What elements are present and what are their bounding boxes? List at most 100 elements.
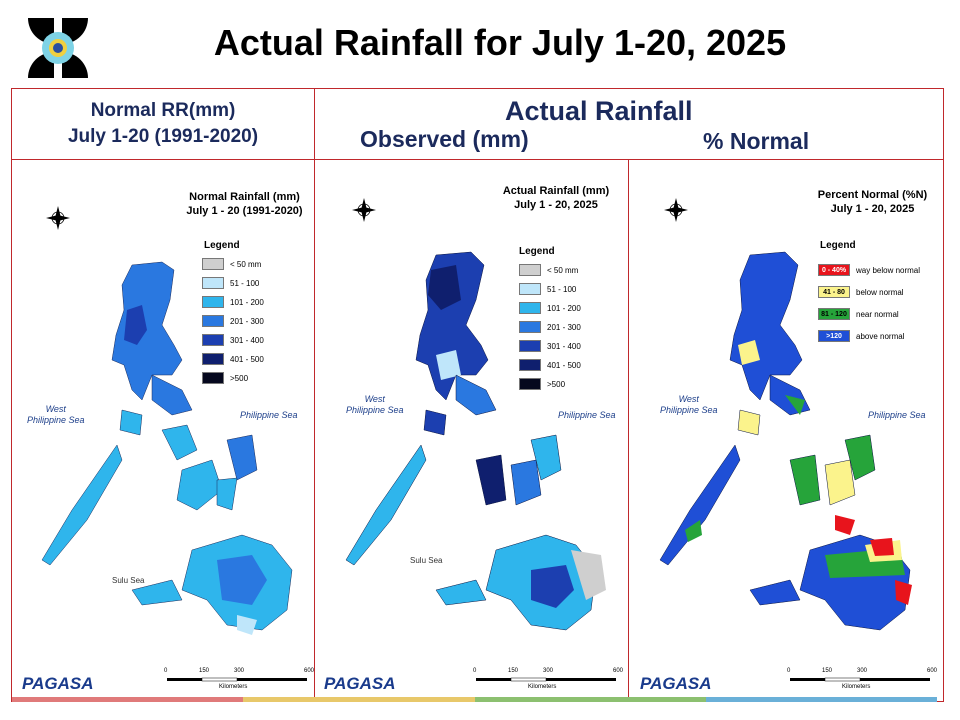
percent-map-title-line2: July 1 - 20, 2025 [830,203,915,215]
scale-unit-label: Kilometers [842,684,871,690]
legend-swatch [519,378,541,390]
scale-tick-label: 150 [199,668,210,674]
normal-header: Normal RR(mm) July 1-20 (1991-2020) [11,88,315,160]
legend-label: 301 - 400 [230,335,264,345]
scale-tick-label: 300 [857,668,868,674]
legend-entry: 201 - 300 [519,321,581,333]
normal-rainfall-map-panel: Normal Rainfall (mm) July 1 - 20 (1991-2… [12,160,314,700]
legend-entry: 301 - 400 [519,340,581,352]
percent-header: % Normal [703,128,810,154]
compass-icon [352,198,376,222]
legend-label: near normal [856,309,899,319]
legend-label: below normal [856,287,904,297]
sulu-sea-label: Sulu Sea [112,576,145,585]
scale-unit-label: Kilometers [528,684,557,690]
legend-entry: 51 - 100 [202,277,259,289]
west-philippine-sea-label: West Philippine Sea [27,404,85,425]
philippine-sea-label: Philippine Sea [240,410,298,420]
normal-rainfall-map [41,206,307,682]
actual-map-title: Actual Rainfall (mm) July 1 - 20, 2025 [496,184,616,212]
legend-entry: < 50 mm [202,258,261,270]
bottom-bar-segment [243,697,475,702]
bottom-bar-segment [474,697,706,702]
normal-map-title-line2: July 1 - 20 (1991-2020) [186,205,303,217]
normal-header-line2: July 1-20 (1991-2020) [67,126,259,147]
legend-entry: 101 - 200 [519,302,581,314]
legend-entry: 401 - 500 [519,359,581,371]
legend-entry: >500 [202,372,248,384]
compass-icon [664,198,688,222]
normal-map-title: Normal Rainfall (mm) July 1 - 20 (1991-2… [182,190,307,218]
compass-icon [46,206,70,230]
legend-entry: >500 [519,378,565,390]
actual-legend-title: Legend [519,246,555,257]
legend-label: >500 [230,373,249,383]
scale-bar [790,677,930,682]
legend-swatch: 81 - 120 [818,308,850,320]
normal-legend-title: Legend [204,240,240,251]
legend-swatch [202,334,224,346]
philippine-sea-label: Philippine Sea [868,410,926,420]
normal-map-title-line1: Normal Rainfall (mm) [189,191,300,203]
legend-label: above normal [856,331,905,341]
observed-header: Observed (mm) [360,126,529,152]
percent-legend-title: Legend [820,240,856,251]
bottom-bar-segment [705,697,937,702]
scale-bar [167,677,307,682]
pagasa-brand: PAGASA [22,674,94,693]
legend-swatch [519,359,541,371]
scale-tick-label: 600 [927,668,938,674]
legend-swatch [202,315,224,327]
legend-entry: 41 - 80 below normal [818,286,904,298]
scale-bar [476,677,616,682]
percent-normal-map [659,198,930,682]
bottom-color-bar [12,697,937,702]
sulu-sea-label: Sulu Sea [410,556,443,565]
legend-label: >500 [547,379,566,389]
actual-rainfall-map-panel: Actual Rainfall (mm) July 1 - 20, 2025 L… [316,160,628,700]
legend-label: 51 - 100 [230,278,260,288]
legend-swatch [519,302,541,314]
legend-swatch [202,277,224,289]
legend-entry: 101 - 200 [202,296,264,308]
percent-map-title-line1: Percent Normal (%N) [817,189,928,201]
legend-swatch [519,283,541,295]
legend-swatch [202,372,224,384]
actual-map-title-line1: Actual Rainfall (mm) [502,185,610,197]
west-philippine-sea-label: West Philippine Sea [660,394,718,415]
legend-label: < 50 mm [547,265,579,275]
scale-tick-label: 0 [164,668,168,674]
legend-label: 301 - 400 [547,341,581,351]
actual-rainfall-map [345,198,616,682]
page-title: Actual Rainfall for July 1-20, 2025 [213,22,787,63]
scale-tick-label: 0 [473,668,477,674]
legend-label: 201 - 300 [547,322,581,332]
legend-label: 101 - 200 [547,303,581,313]
legend-entry: 201 - 300 [202,315,264,327]
legend-label: 51 - 100 [547,284,577,294]
legend-label: 401 - 500 [230,354,264,364]
legend-swatch [202,353,224,365]
scale-tick-label: 600 [304,668,314,674]
legend-label: way below normal [856,265,921,275]
scale-tick-label: 150 [822,668,833,674]
bottom-bar-segment [12,697,244,702]
legend-swatch: >120 [818,330,850,342]
scale-tick-label: 300 [543,668,554,674]
legend-swatch [202,296,224,308]
legend-label: < 50 mm [230,259,262,269]
normal-header-line1: Normal RR(mm) [90,100,236,121]
legend-entry: 51 - 100 [519,283,576,295]
actual-map-title-line2: July 1 - 20, 2025 [514,199,598,211]
legend-entry: < 50 mm [519,264,578,276]
percent-map-title: Percent Normal (%N) July 1 - 20, 2025 [810,188,935,216]
legend-entry: >120 above normal [818,330,904,342]
actual-header: Actual Rainfall [505,96,693,126]
legend-label: 201 - 300 [230,316,264,326]
west-philippine-sea-label: West Philippine Sea [346,394,404,415]
legend-label: 401 - 500 [547,360,581,370]
scale-unit-label: Kilometers [219,684,248,690]
pagasa-logo [24,14,92,82]
legend-swatch [519,321,541,333]
scale-tick-label: 300 [234,668,245,674]
